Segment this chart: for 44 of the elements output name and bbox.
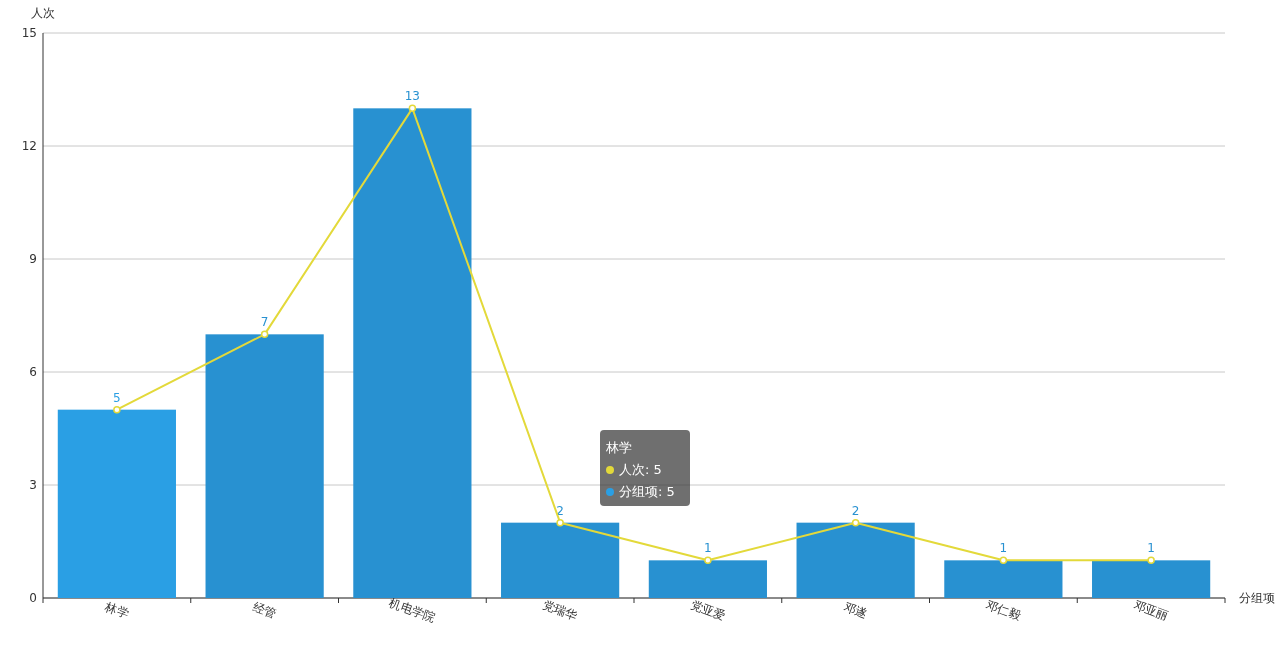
point <box>851 518 860 527</box>
bar <box>57 409 176 598</box>
bar <box>1092 560 1211 598</box>
bar <box>501 522 620 598</box>
y-tick-label: 3 <box>29 478 37 492</box>
x-tick-label: 经管 <box>250 599 279 621</box>
data-label: 1 <box>999 541 1008 556</box>
x-tick-label: 党亚爱 <box>688 597 728 623</box>
bar <box>944 560 1063 598</box>
y-tick-label: 9 <box>29 252 37 266</box>
point <box>556 518 564 527</box>
x-axis-title: 分组项 <box>1239 591 1275 605</box>
y-tick-label: 6 <box>29 365 37 379</box>
x-tick-label: 邓遂 <box>841 599 870 621</box>
y-tick-label: 0 <box>29 591 37 605</box>
y-axis-title: 人次 <box>31 6 55 20</box>
annotation: 林学 <box>605 440 632 455</box>
x-tick-label: 机电学院 <box>387 595 438 625</box>
tooltip: 林学 人次: 5 分组项: 5 <box>600 430 690 506</box>
data-label: 2 <box>556 503 564 518</box>
bar <box>353 108 472 598</box>
data-label: 1 <box>1147 541 1155 556</box>
y-tick-label: 15 <box>21 26 37 40</box>
annotation: 分组项: 5 <box>619 484 675 499</box>
data-label: 13 <box>404 89 421 104</box>
bar <box>648 560 767 598</box>
point <box>1147 556 1155 565</box>
x-tick-label: 邓仁毅 <box>984 597 1023 623</box>
point <box>113 405 121 414</box>
data-label: 7 <box>260 315 269 330</box>
bar <box>205 334 324 598</box>
x-tick-label: 党瑞华 <box>540 597 580 623</box>
point <box>704 556 712 565</box>
x-tick-label: 邓亚丽 <box>1131 597 1171 623</box>
point <box>260 330 269 339</box>
data-label: 1 <box>704 541 712 556</box>
data-label: 5 <box>113 390 121 405</box>
point <box>999 556 1008 565</box>
y-tick-label: 12 <box>21 139 37 153</box>
annotation: 人次: 5 <box>619 462 662 477</box>
bar <box>796 522 915 598</box>
data-label: 2 <box>851 503 860 518</box>
x-tick-label: 林学 <box>102 598 131 621</box>
point <box>408 104 417 113</box>
